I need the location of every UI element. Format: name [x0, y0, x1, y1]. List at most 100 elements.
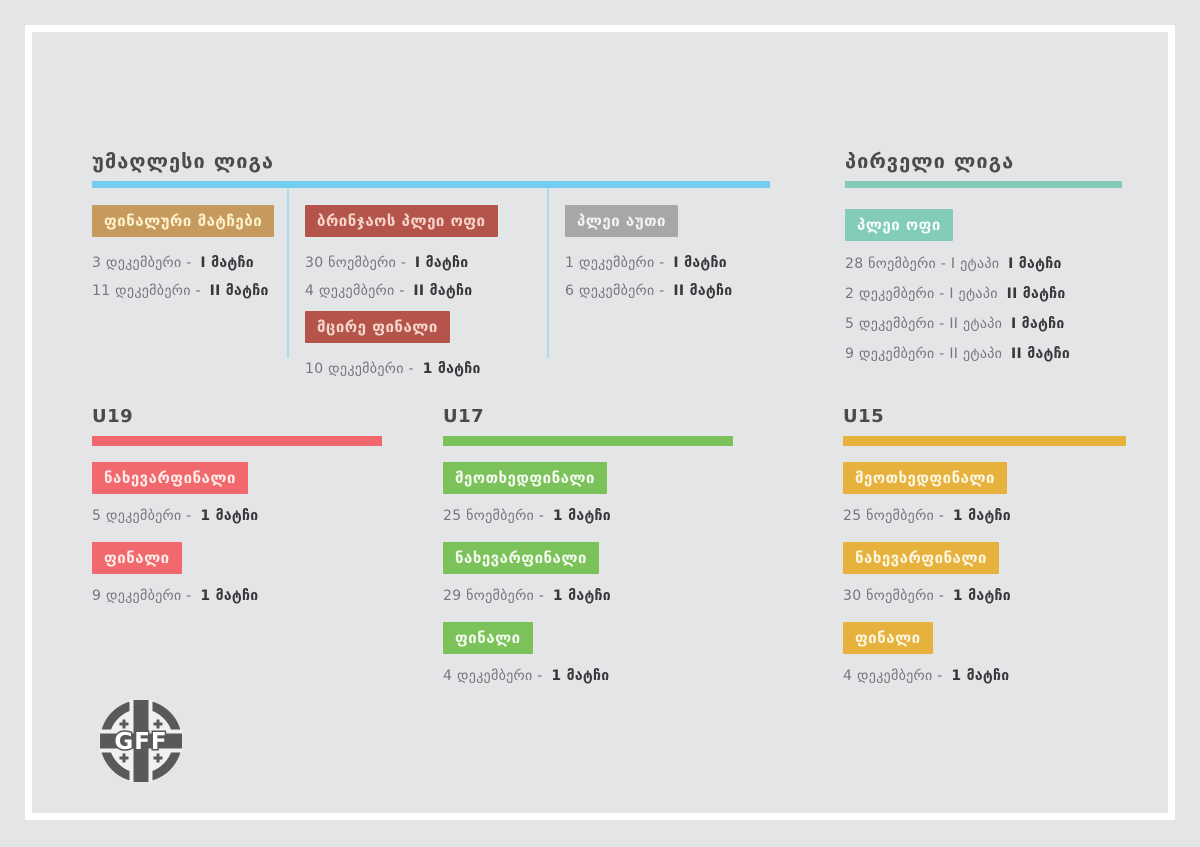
- match-text: 1 მატჩი: [952, 588, 1011, 604]
- date-text: 9 დეკემბერი -: [92, 588, 192, 604]
- date-text: 28 ნოემბერი - I ეტაპი: [845, 256, 1000, 272]
- schedule-row: 4 დეკემბერი - 1 მატჩი: [843, 666, 1126, 686]
- match-text: II მატჩი: [413, 283, 473, 299]
- section-u19: U19 ნახევარფინალი 5 დეკემბერი - 1 მატჩი …: [92, 405, 382, 606]
- match-text: II მატჩი: [1006, 286, 1066, 302]
- u17-accent-bar: [443, 436, 733, 446]
- match-text: 1 მატჩი: [200, 508, 259, 524]
- schedule-row: 4 დეკემბერი - II მატჩი: [305, 277, 498, 305]
- date-text: 3 დეკემბერი -: [92, 255, 192, 271]
- badge-final: ფინალი: [843, 622, 933, 654]
- schedule-rows: 3 დეკემბერი - I მატჩი 11 დეკემბერი - II …: [92, 249, 274, 305]
- supreme-league-title: უმაღლესი ლიგა: [92, 149, 275, 173]
- first-league-title: პირველი ლიგა: [845, 149, 1015, 173]
- match-text: 1 მატჩი: [552, 508, 611, 524]
- date-text: 9 დეკემბერი - II ეტაპი: [845, 346, 1003, 362]
- badge-playoff: პლეი ოფი: [845, 209, 953, 241]
- badge-final: ფინალი: [443, 622, 533, 654]
- schedule-row: 1 დეკემბერი - I მატჩი: [565, 249, 732, 277]
- schedule-rows: 28 ნოემბერი - I ეტაპი I მატჩი 2 დეკემბერ…: [845, 249, 1145, 369]
- date-text: 2 დეკემბერი - I ეტაპი: [845, 286, 998, 302]
- section-supreme-league: უმაღლესი ლიგა ფინალური მატჩები 3 დეკემბე…: [92, 149, 770, 403]
- schedule-row: 10 დეკემბერი - 1 მატჩი: [305, 355, 498, 383]
- supreme-columns: ფინალური მატჩები 3 დეკემბერი - I მატჩი 1…: [92, 188, 770, 403]
- badge-final: ფინალი: [92, 542, 182, 574]
- stage-group: ნახევარფინალი 5 დეკემბერი - 1 მატჩი: [92, 462, 382, 526]
- schedule-row: 2 დეკემბერი - I ეტაპი II მატჩი: [845, 279, 1145, 309]
- badge-semifinal: ნახევარფინალი: [443, 542, 599, 574]
- date-text: 11 დეკემბერი -: [92, 283, 201, 299]
- small-cross-icon: [153, 719, 163, 729]
- match-text: 1 მატჩი: [551, 668, 610, 684]
- match-text: I მატჩი: [200, 255, 254, 271]
- stage-group: ფინალი 4 დეკემბერი - 1 მატჩი: [443, 622, 733, 686]
- date-text: 4 დეკემბერი -: [843, 668, 943, 684]
- badge-quarterfinal: მეოთხედფინალი: [443, 462, 607, 494]
- date-text: 6 დეკემბერი -: [565, 283, 665, 299]
- badge-small-final: მცირე ფინალი: [305, 311, 450, 343]
- schedule-row: 29 ნოემბერი - 1 მატჩი: [443, 586, 733, 606]
- badge-bronze-playoff: ბრინჯაოს პლეი ოფი: [305, 205, 498, 237]
- column-divider: [547, 188, 549, 358]
- first-league-accent-bar: [845, 181, 1122, 188]
- badge-playout: პლეი აუთი: [565, 205, 678, 237]
- column-playout: პლეი აუთი 1 დეკემბერი - I მატჩი 6 დეკემბ…: [565, 205, 732, 305]
- schedule-row: 30 ნოემბერი - 1 მატჩი: [843, 586, 1126, 606]
- schedule-rows: 10 დეკემბერი - 1 მატჩი: [305, 355, 498, 383]
- small-cross-icon: [119, 719, 129, 729]
- schedule-row: 4 დეკემბერი - 1 მატჩი: [443, 666, 733, 686]
- schedule-rows: 30 ნოემბერი - I მატჩი 4 დეკემბერი - II მ…: [305, 249, 498, 305]
- match-text: I მატჩი: [1008, 256, 1062, 272]
- match-text: I მატჩი: [673, 255, 727, 271]
- schedule-row: 11 დეკემბერი - II მატჩი: [92, 277, 274, 305]
- match-text: I მატჩი: [414, 255, 469, 271]
- u19-title: U19: [92, 406, 134, 427]
- schedule-row: 9 დეკემბერი - II ეტაპი II მატჩი: [845, 339, 1145, 369]
- stage-group: მეოთხედფინალი 25 ნოემბერი - 1 მატჩი: [443, 462, 733, 526]
- date-text: 5 დეკემბერი -: [92, 508, 192, 524]
- date-text: 30 ნოემბერი -: [305, 255, 407, 271]
- section-u17: U17 მეოთხედფინალი 25 ნოემბერი - 1 მატჩი …: [443, 405, 733, 686]
- logo-cross-horizontal: [100, 733, 182, 749]
- date-text: 4 დეკემბერი -: [443, 668, 543, 684]
- badge-semifinal: ნახევარფინალი: [92, 462, 248, 494]
- section-u15: U15 მეოთხედფინალი 25 ნოემბერი - 1 მატჩი …: [843, 405, 1126, 686]
- column-bronze-playoff: ბრინჯაოს პლეი ოფი 30 ნოემბერი - I მატჩი …: [305, 205, 498, 383]
- date-text: 5 დეკემბერი - II ეტაპი: [845, 316, 1003, 332]
- stage-group: მეოთხედფინალი 25 ნოემბერი - 1 მატჩი: [843, 462, 1126, 526]
- small-cross-icon: [153, 753, 163, 763]
- stage-group: პლეი აუთი 1 დეკემბერი - I მატჩი 6 დეკემბ…: [565, 205, 732, 305]
- match-text: 1 მატჩი: [422, 361, 481, 377]
- supreme-accent-bar: [92, 181, 770, 188]
- schedule-row: 5 დეკემბერი - 1 მატჩი: [92, 506, 382, 526]
- date-text: 29 ნოემბერი -: [443, 588, 545, 604]
- date-text: 25 ნოემბერი -: [443, 508, 545, 524]
- schedule-row: 28 ნოემბერი - I ეტაპი I მატჩი: [845, 249, 1145, 279]
- badge-final-matches: ფინალური მატჩები: [92, 205, 275, 237]
- schedule-row: 6 დეკემბერი - II მატჩი: [565, 277, 732, 305]
- u17-title: U17: [443, 406, 485, 427]
- gff-logo: GFF: [99, 699, 183, 783]
- schedule-row: 5 დეკემბერი - II ეტაპი I მატჩი: [845, 309, 1145, 339]
- stage-group: პლეი ოფი: [845, 209, 1145, 241]
- schedule-row: 30 ნოემბერი - I მატჩი: [305, 249, 498, 277]
- date-text: 10 დეკემბერი -: [305, 361, 414, 377]
- date-text: 30 ნოემბერი -: [843, 588, 945, 604]
- column-final-matches: ფინალური მატჩები 3 დეკემბერი - I მატჩი 1…: [92, 205, 275, 305]
- u15-accent-bar: [843, 436, 1126, 446]
- stage-group: ფინალური მატჩები 3 დეკემბერი - I მატჩი 1…: [92, 205, 275, 305]
- match-text: 1 მატჩი: [552, 588, 611, 604]
- match-text: II მატჩი: [209, 283, 269, 299]
- gff-logo-text: GFF: [114, 729, 167, 755]
- u19-accent-bar: [92, 436, 382, 446]
- schedule-row: 25 ნოემბერი - 1 მატჩი: [443, 506, 733, 526]
- match-text: 1 მატჩი: [951, 668, 1010, 684]
- schedule-row: 3 დეკემბერი - I მატჩი: [92, 249, 274, 277]
- badge-quarterfinal: მეოთხედფინალი: [843, 462, 1007, 494]
- match-text: II მატჩი: [1011, 346, 1071, 362]
- match-text: 1 მატჩი: [200, 588, 259, 604]
- badge-semifinal: ნახევარფინალი: [843, 542, 999, 574]
- u15-title: U15: [843, 406, 885, 427]
- schedule-rows: 1 დეკემბერი - I მატჩი 6 დეკემბერი - II მ…: [565, 249, 732, 305]
